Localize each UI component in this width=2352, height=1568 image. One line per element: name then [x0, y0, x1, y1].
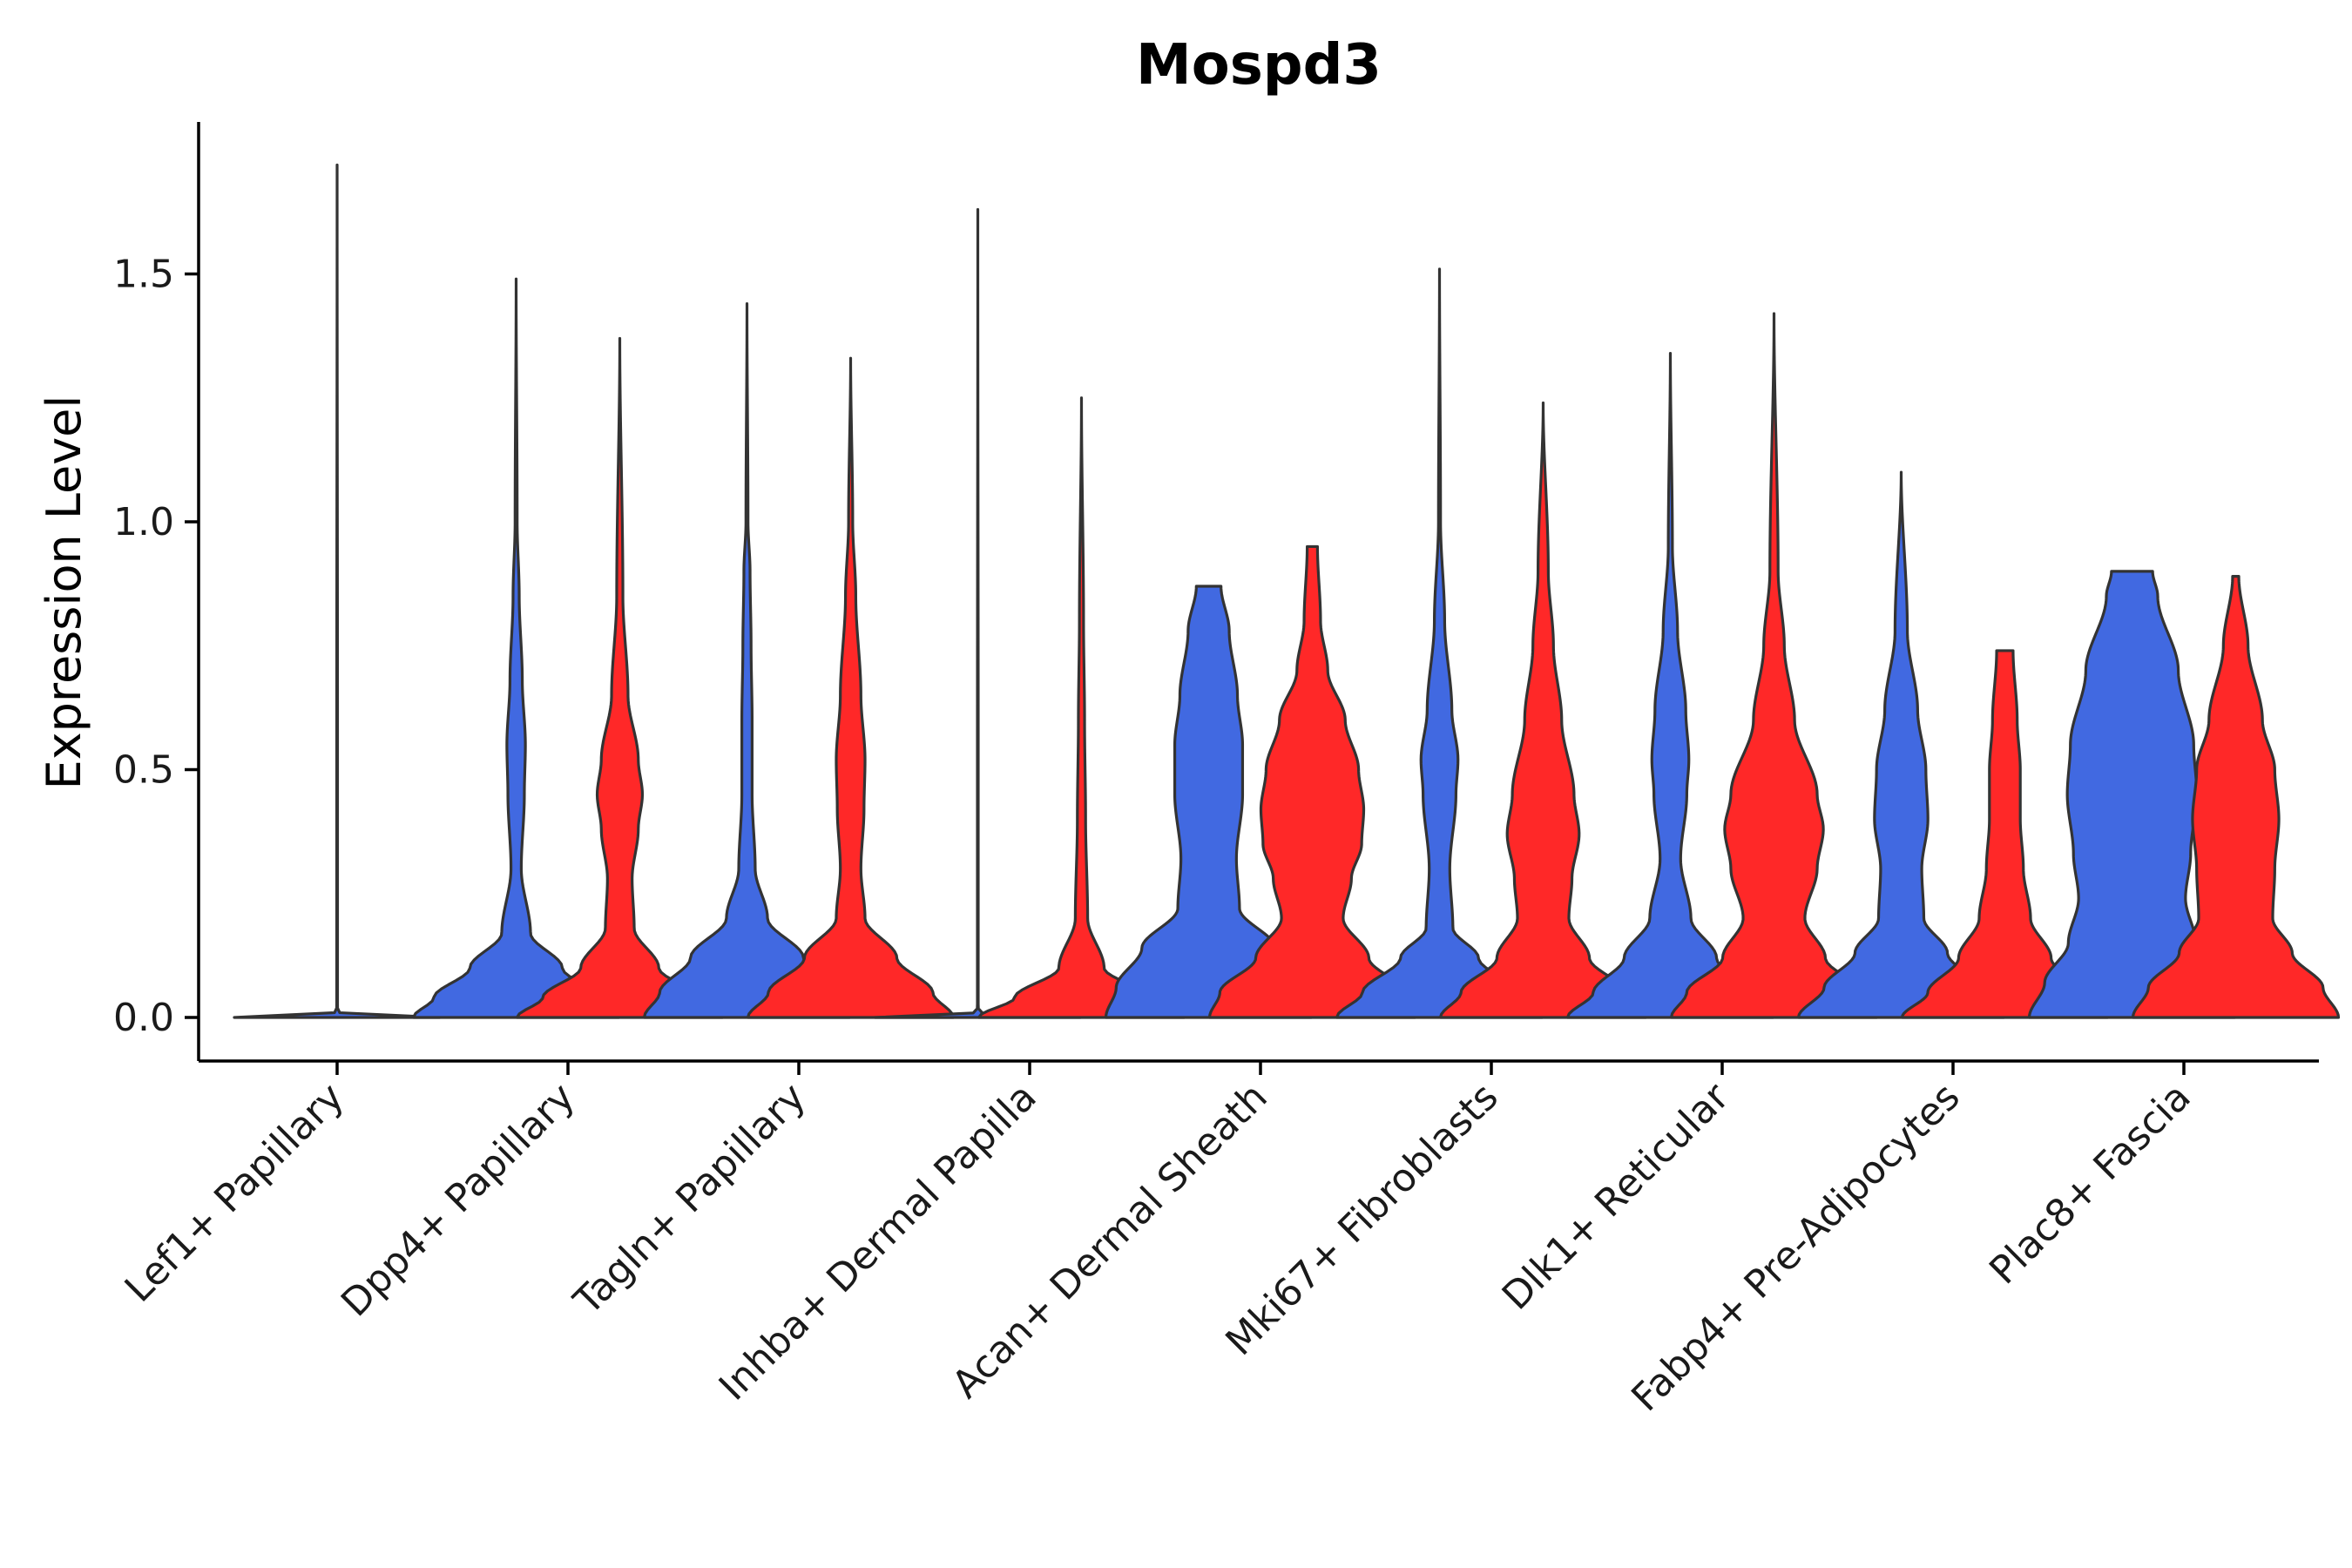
violin-4-group-2: [977, 396, 1186, 1019]
violin-9-group-2: [2131, 574, 2341, 1019]
violin-7-group-2: [1669, 312, 1879, 1019]
x-tick-label: Lef1+ Papillary: [117, 1075, 353, 1311]
violin-2-group-2: [515, 336, 725, 1019]
violin-9-group-1: [2027, 570, 2237, 1019]
violin-3-group-2: [746, 356, 956, 1019]
x-tick-label: Tagln+ Papillary: [565, 1075, 814, 1324]
violin-6-group-2: [1438, 401, 1648, 1019]
y-tick-label: 1.5: [113, 253, 174, 297]
y-tick-label: 1.0: [113, 500, 174, 544]
violin-group: [233, 163, 2341, 1019]
y-tick-label: 0.0: [113, 996, 174, 1040]
violin-2-group-1: [411, 277, 621, 1019]
chart-title: Mospd3: [1136, 33, 1382, 98]
violin-6-group-1: [1335, 267, 1544, 1019]
violin-7-group-1: [1565, 351, 1775, 1019]
violin-3-group-1: [642, 302, 852, 1019]
violin-8-group-2: [1900, 649, 2110, 1019]
y-axis-title: Expression Level: [37, 395, 91, 790]
violin-8-group-1: [1796, 470, 2006, 1019]
violin-4-group-1: [873, 207, 1083, 1019]
violin-5-group-1: [1104, 585, 1314, 1019]
y-tick-label: 0.5: [113, 748, 174, 793]
x-tick-label: Dlk1+ Reticular: [1494, 1074, 1739, 1319]
x-tick-label: Plac8+ Fascia: [1981, 1075, 2200, 1294]
violin-1-single: [233, 163, 442, 1019]
x-tick-label: Dpp4+ Papillary: [333, 1075, 584, 1326]
violin-5-group-2: [1207, 544, 1417, 1019]
